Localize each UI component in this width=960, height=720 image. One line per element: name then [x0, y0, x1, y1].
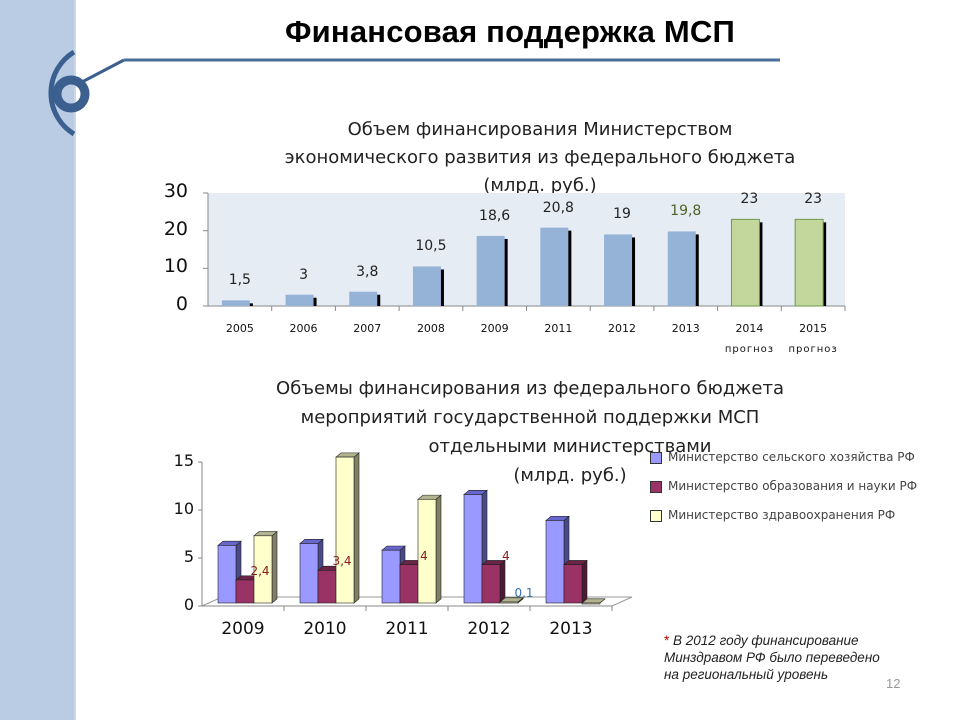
- chart2-title-line: Объемы финансирования из федерального бю…: [276, 378, 784, 399]
- x-tick-label: 2013: [671, 322, 700, 335]
- x-tick-label: 2007: [353, 322, 382, 335]
- chart2-title: Объемы финансирования из федерального бю…: [200, 374, 860, 490]
- legend-item: Министерство сельского хозяйства РФ: [648, 448, 928, 466]
- y-tick-label: 10: [163, 255, 188, 278]
- x-tick-label: 2015: [799, 322, 828, 335]
- chart1-title: Объем финансирования Министерством эконо…: [240, 116, 840, 200]
- chart2-title-line: мероприятий государственной поддержки МС…: [300, 407, 760, 428]
- x-tick-label: 2009: [480, 322, 509, 335]
- data-label: 3,8: [356, 263, 379, 280]
- x-tick-label: 2008: [416, 322, 445, 335]
- x-tick-label: 2010: [303, 619, 347, 639]
- y-tick-label: 0: [183, 595, 194, 614]
- chart2-title-line: отдельными министерствами: [428, 436, 712, 457]
- data-label: 19,8: [670, 203, 702, 220]
- data-label: 10,5: [415, 238, 447, 255]
- x-tick-label: 2012: [467, 619, 511, 639]
- legend-swatch-icon: [650, 481, 662, 493]
- data-label: 0,1: [514, 586, 534, 601]
- legend-swatch-icon: [650, 510, 662, 522]
- legend-swatch-icon: [650, 452, 662, 464]
- footnote: * В 2012 году финансирование Минздравом …: [664, 632, 944, 683]
- chart1-title-line: (млрд. руб.): [483, 175, 597, 196]
- y-tick-label: 20: [163, 217, 188, 240]
- legend-item: Министерство здравоохранения РФ: [648, 506, 928, 524]
- legend-item: Министерство образования и науки РФ: [648, 477, 928, 495]
- data-label: 19: [613, 206, 631, 223]
- y-tick-label: 0: [175, 293, 188, 315]
- data-label: 4: [502, 548, 510, 563]
- data-label: 3: [299, 266, 308, 283]
- y-tick-label: 30: [163, 180, 188, 202]
- data-label: 4: [420, 548, 428, 563]
- legend-label: Министерство здравоохранения РФ: [668, 508, 896, 522]
- x-tick-label: 2011: [385, 619, 429, 639]
- y-tick-label: 15: [173, 451, 194, 470]
- x-sublabel: прогноз: [724, 344, 775, 355]
- chart2-legend: Министерство сельского хозяйства РФ Мини…: [648, 448, 928, 535]
- x-tick-label: 2005: [225, 322, 254, 335]
- data-label: 3,4: [332, 554, 352, 569]
- y-tick-label: 10: [173, 499, 194, 518]
- data-label: 2,4: [250, 563, 270, 578]
- footnote-line: Минздравом РФ было переведено: [664, 650, 880, 665]
- data-label: 20,8: [542, 199, 574, 216]
- title-ornament-icon: [48, 49, 780, 137]
- x-tick-label: 2011: [544, 322, 573, 335]
- x-tick-label: 2006: [289, 322, 318, 335]
- data-label: 23: [804, 191, 823, 208]
- x-tick-label: 2009: [221, 619, 265, 639]
- slide-title: Финансовая поддержка МСП: [285, 14, 735, 49]
- footnote-star-icon: *: [664, 633, 670, 648]
- y-tick-label: 5: [183, 547, 194, 566]
- legend-label: Министерство образования и науки РФ: [668, 479, 918, 493]
- legend-label: Министерство сельского хозяйства РФ: [668, 450, 915, 464]
- chart1-title-line: экономического развития из федерального …: [284, 147, 796, 168]
- x-sublabel: прогноз: [788, 344, 838, 355]
- x-tick-label: 2013: [549, 619, 593, 639]
- data-label: 18,6: [479, 207, 511, 224]
- page-number: 12: [886, 676, 901, 691]
- chart2-title-line: (млрд. руб.): [513, 465, 627, 486]
- sidebar-edge: [74, 0, 76, 720]
- chart1-title-line: Объем финансирования Министерством: [347, 119, 733, 140]
- footnote-line: В 2012 году финансирование: [673, 633, 859, 648]
- footnote-line: на региональный уровень: [664, 667, 829, 682]
- x-tick-label: 2012: [608, 322, 637, 335]
- data-label: 23: [740, 191, 759, 208]
- x-tick-label: 2014: [735, 322, 764, 335]
- data-label: 1,5: [228, 272, 251, 289]
